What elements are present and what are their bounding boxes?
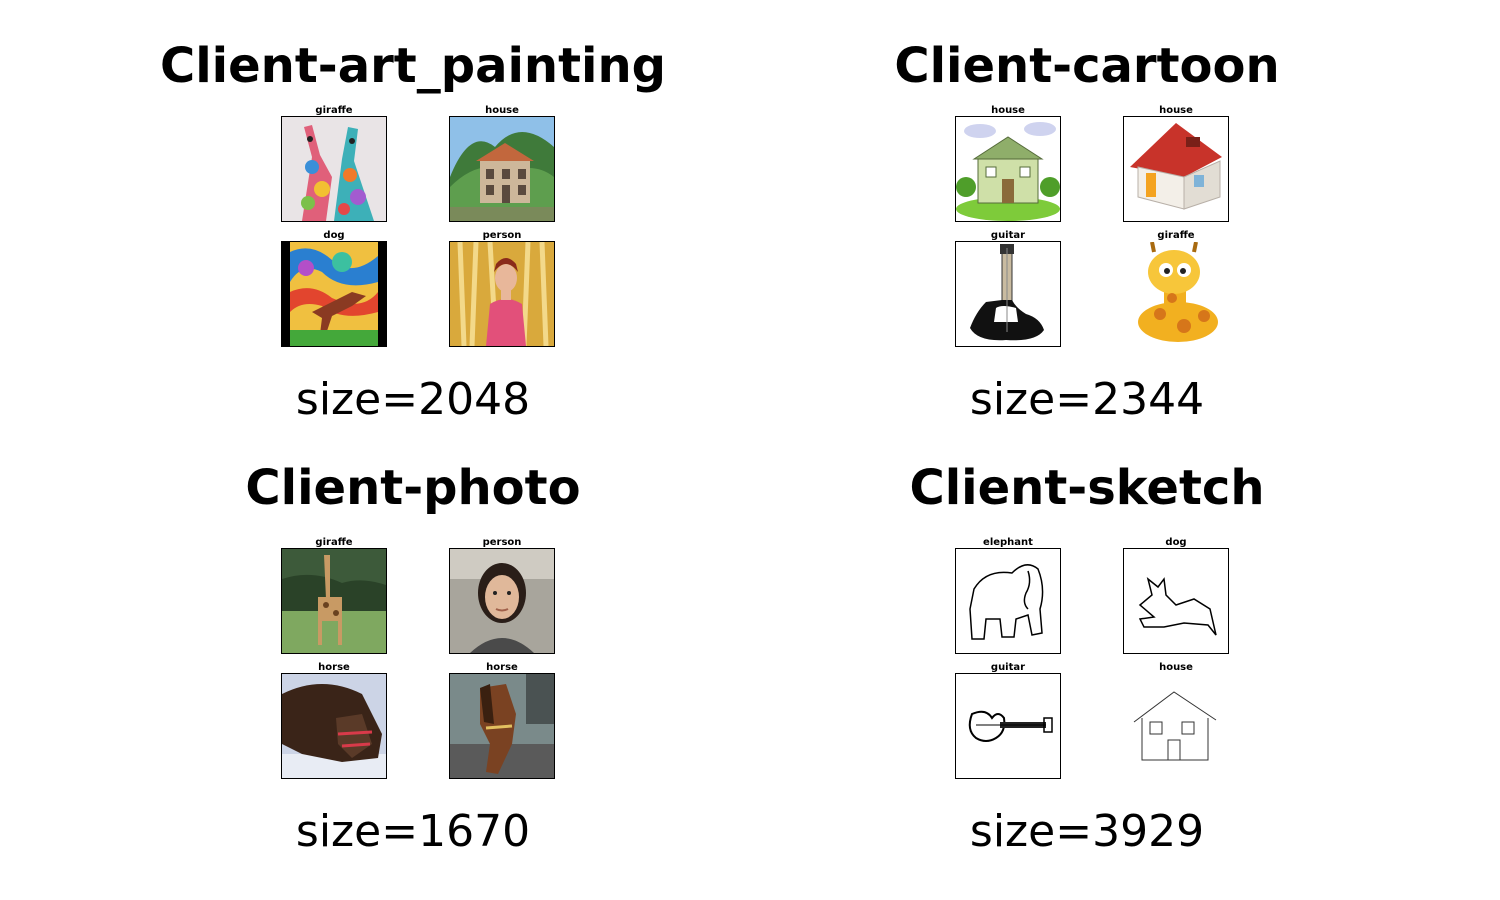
thumb-label: giraffe xyxy=(315,537,353,548)
photo-person-image xyxy=(449,548,555,654)
thumb-label: horse xyxy=(318,662,350,673)
client-title: Client-sketch xyxy=(909,460,1265,516)
thumb-label: guitar xyxy=(990,662,1026,673)
painted-dog-image xyxy=(281,241,387,347)
client-size-label: size=2048 xyxy=(295,374,531,425)
thumb-label: dog xyxy=(1165,537,1187,548)
thumb-label: house xyxy=(991,105,1025,116)
client-panel-sketch: Client-sketch elephant dog guitar xyxy=(757,422,1417,872)
photo-horse-image xyxy=(281,673,387,779)
thumb-label: elephant xyxy=(983,537,1033,548)
painted-house-image xyxy=(449,116,555,222)
client-panel-cartoon: Client-cartoon house house xyxy=(757,0,1417,450)
client-title: Client-photo xyxy=(245,460,581,516)
thumb-label: house xyxy=(485,105,519,116)
cartoon-house-image xyxy=(1123,116,1229,222)
sketch-house-image xyxy=(1123,673,1229,779)
thumb-label: house xyxy=(1159,662,1193,673)
cartoon-giraffe-image xyxy=(1123,241,1229,347)
thumb-label: guitar xyxy=(990,230,1026,241)
client-size-label: size=3929 xyxy=(969,806,1205,857)
photo-giraffe-image xyxy=(281,548,387,654)
client-size-label: size=1670 xyxy=(295,806,531,857)
client-title: Client-art_painting xyxy=(159,38,667,94)
photo-horse-image xyxy=(449,673,555,779)
thumb-label: giraffe xyxy=(315,105,353,116)
thumb-label: dog xyxy=(323,230,345,241)
cartoon-house-image xyxy=(955,116,1061,222)
sketch-guitar-image xyxy=(955,673,1061,779)
thumb-label: giraffe xyxy=(1157,230,1195,241)
client-title: Client-cartoon xyxy=(894,38,1280,94)
painted-giraffe-image xyxy=(281,116,387,222)
thumb-label: person xyxy=(482,537,522,548)
cartoon-guitar-image xyxy=(955,241,1061,347)
thumb-label: house xyxy=(1159,105,1193,116)
thumb-label: horse xyxy=(486,662,518,673)
sketch-dog-image xyxy=(1123,548,1229,654)
sketch-elephant-image xyxy=(955,548,1061,654)
client-size-label: size=2344 xyxy=(969,374,1205,425)
thumb-label: person xyxy=(482,230,522,241)
client-panel-photo: Client-photo giraffe person xyxy=(83,422,743,872)
painted-person-image xyxy=(449,241,555,347)
client-panel-art-painting: Client-art_painting giraffe house xyxy=(83,0,743,450)
